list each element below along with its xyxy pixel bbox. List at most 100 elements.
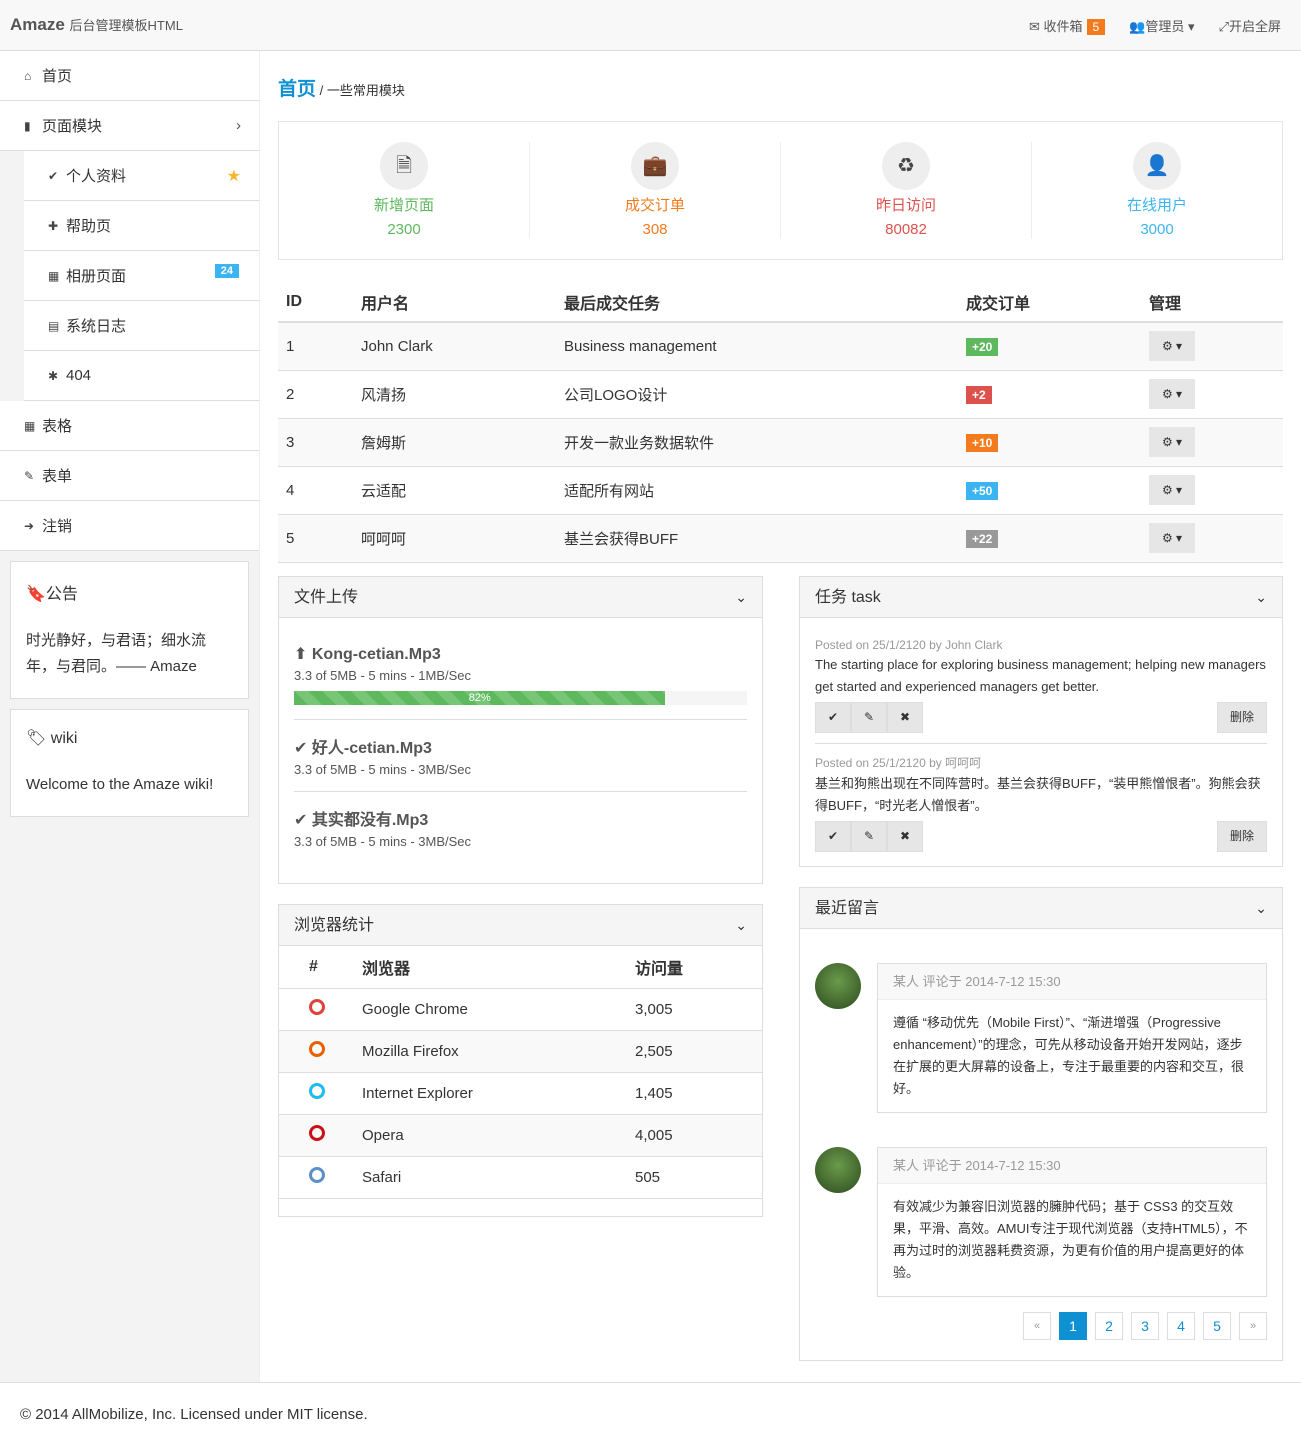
inbox-link[interactable]: ✉ 收件箱 5 [1028,16,1106,35]
sidebar-item-label: 个人资料 [66,168,127,185]
edit-button[interactable]: ✎ [851,821,887,852]
sidebar-item-form[interactable]: ✎ 表单 [0,451,259,501]
pagination-page[interactable]: 5 [1203,1312,1231,1340]
browser-visits: 1,405 [632,1072,762,1115]
stat-item[interactable]: 👤 在线用户 3000 [1032,142,1282,239]
caret-down-icon: ▾ [1188,19,1195,34]
tasks-panel: 任务 task ⌄ Posted on 25/1/2120 by John Cla… [799,576,1283,867]
main-content: 首页 / 一些常用模块 🗎 新增页面 2300 💼 成交订单 308 ♻ 昨日访问 80082 👤… [278,51,1283,563]
sidebar-item-logout[interactable]: ➜ 注销 [0,501,259,551]
browser-logo-icon [309,999,325,1015]
sidebar-item-label: 相册页面 [66,268,127,285]
gear-dropdown-button[interactable]: ⚙ ▾ [1149,427,1195,457]
row-id: 2 [278,370,353,419]
pagination-next[interactable]: » [1239,1312,1267,1340]
delete-button[interactable]: 删除 [1217,821,1267,852]
wiki-title: wiki [50,730,78,747]
file-name: 好人-cetian.Mp3 [311,740,432,757]
gear-dropdown-button[interactable]: ⚙ ▾ [1149,523,1195,553]
stat-item[interactable]: 💼 成交订单 308 [530,142,781,239]
fullscreen-label: 开启全屏 [1228,19,1281,34]
stat-item[interactable]: 🗎 新增页面 2300 [279,142,530,239]
orders-badge: +10 [966,433,999,452]
stat-value: 3000 [1140,221,1174,238]
col-header: ID [278,282,353,323]
sign-out-icon: ➜ [24,518,35,533]
pagination-page[interactable]: 3 [1131,1312,1159,1340]
sidebar-item-pages[interactable]: ▮ 页面模块 › [0,101,259,151]
chevron-down-icon[interactable]: ⌄ [735,589,747,605]
chevron-down-icon[interactable]: ⌄ [735,917,747,933]
sidebar-item-help[interactable]: ✚ 帮助页 [24,201,259,251]
stat-item[interactable]: ♻ 昨日访问 80082 [781,142,1032,239]
pagination-prev[interactable]: « [1023,1312,1051,1340]
gear-dropdown-button[interactable]: ⚙ ▾ [1149,331,1195,362]
file-meta: 3.3 of 5MB - 5 mins - 3MB/Sec [294,834,472,849]
row-user: 风清扬 [353,370,556,419]
table-row: 3 詹姆斯 开发一款业务数据软件 +10 ⚙ ▾ [278,418,1283,467]
gear-dropdown-button[interactable]: ⚙ ▾ [1149,379,1195,409]
top-header: Amaze 后台管理模板HTML ✉ 收件箱 5 👥管理员 ▾ ⤢开启全屏 [0,0,1301,51]
sidebar-item-label: 表格 [42,418,73,435]
envelope-icon: ✉ [1028,19,1040,34]
row-id: 1 [278,322,353,371]
recycle-icon: ♻ [882,142,930,190]
file-item: ⬆ Kong-cetian.Mp3 3.3 of 5MB - 5 mins - 1… [294,630,747,720]
breadcrumb-home[interactable]: 首页 [278,79,317,100]
row-task: Business management [556,322,958,371]
delete-button[interactable]: 删除 [1217,702,1267,733]
comment-text: 有效减少为兼容旧浏览器的臃肿代码；基于 CSS3 的交互效果，平滑、高效。AMU… [893,1199,1248,1280]
sidebar-item-profile[interactable]: ✔ 个人资料 ★ [24,151,259,201]
pagination-page[interactable]: 2 [1095,1312,1123,1340]
wiki-card: 🏷 wiki Welcome to the Amaze wiki! [10,709,249,817]
chevron-down-icon[interactable]: ⌄ [1255,589,1267,605]
task-text: 基兰和狗熊出现在不同阵营时。基兰会获得BUFF，“装甲熊憎恨者”。狗熊会获得BU… [815,776,1261,813]
stat-label: 成交订单 [624,197,685,214]
star-icon: ★ [226,167,241,185]
sidebar-item-table[interactable]: ▦ 表格 [0,401,259,451]
pagination: « 1 2 3 4 5 » [1023,1312,1267,1340]
table-row: Internet Explorer 1,405 [279,1072,762,1115]
check-button[interactable]: ✔ [815,821,851,852]
gear-dropdown-button[interactable]: ⚙ ▾ [1149,475,1195,505]
gallery-badge: 24 [214,264,239,278]
admin-dropdown[interactable]: 👥管理员 ▾ [1129,16,1194,35]
file-name: 其实都没有.Mp3 [311,812,429,829]
check-icon: ✔ [294,812,308,829]
admin-label: 管理员 [1145,19,1185,34]
stat-value: 80082 [885,221,927,238]
row-task: 基兰会获得BUFF [556,514,958,563]
task-meta: Posted on 25/1/2120 by 呵呵呵 [815,756,982,770]
pagination-page[interactable]: 4 [1167,1312,1195,1340]
row-user: 呵呵呵 [353,514,556,563]
comment-text: 遵循 “移动优先（Mobile First）”、“渐进增强（Progressiv… [893,1015,1245,1096]
remove-button[interactable]: ✖ [887,821,923,852]
puzzle-icon: ✚ [48,218,59,233]
pagination-page[interactable]: 1 [1059,1312,1087,1340]
sidebar-item-gallery[interactable]: ▦ 相册页面 24 [24,251,259,301]
browser-name: Google Chrome [359,988,632,1031]
panel-title: 最近留言 [815,900,880,917]
edit-button[interactable]: ✎ [851,702,887,733]
sidebar-item-home[interactable]: ⌂ 首页 [0,51,259,101]
stats-panel: 🗎 新增页面 2300 💼 成交订单 308 ♻ 昨日访问 80082 👤 在线用户 3000 [278,121,1283,260]
remove-button[interactable]: ✖ [887,702,923,733]
fullscreen-button[interactable]: ⤢开启全屏 [1219,16,1281,35]
sidebar-item-404[interactable]: ✱ 404 [24,351,259,401]
sidebar-item-label: 帮助页 [66,218,112,235]
breadcrumb: 首页 / 一些常用模块 [278,79,405,100]
file-text-icon: 🗎 [380,142,428,190]
check-button[interactable]: ✔ [815,702,851,733]
row-user: 詹姆斯 [353,418,556,467]
stat-label: 在线用户 [1126,197,1187,214]
brand[interactable]: Amaze 后台管理模板HTML [10,15,183,35]
sidebar-item-label: 页面模块 [42,118,103,135]
comment-header: 某人 评论于 2014-7-12 15:30 [878,1148,1266,1184]
browser-logo-icon [309,1083,325,1099]
sidebar-item-log[interactable]: ▤ 系统日志 [24,301,259,351]
orders-table: ID 用户名 最后成交任务 成交订单 管理 1 John Clark Busines… [278,282,1283,563]
chevron-down-icon[interactable]: ⌄ [1255,900,1267,916]
stat-label: 昨日访问 [875,197,936,214]
task-meta: Posted on 25/1/2120 by John Clark [815,638,1003,652]
orders-badge: +20 [966,337,999,356]
